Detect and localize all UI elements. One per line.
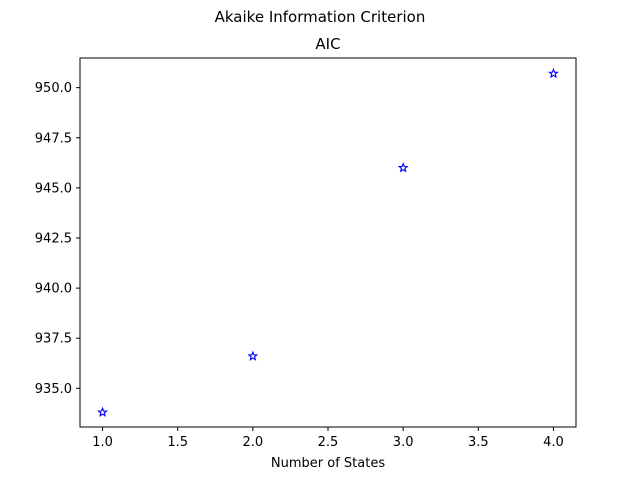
x-tick-label: 2.0 xyxy=(243,435,264,450)
data-point xyxy=(397,162,409,173)
x-axis: 1.0 1.5 2.0 2.5 3.0 3.5 4.0 xyxy=(92,427,564,450)
y-tick-label: 942.5 xyxy=(35,231,72,246)
y-tick-label: 940.0 xyxy=(35,282,72,297)
y-tick-label: 945.0 xyxy=(35,181,72,196)
data-point xyxy=(247,350,259,361)
x-tick-label: 4.0 xyxy=(543,435,564,450)
chart-title: AIC xyxy=(315,35,340,53)
y-tick-label: 947.5 xyxy=(35,131,72,146)
y-tick-label: 950.0 xyxy=(35,81,72,96)
plot-area xyxy=(79,57,577,428)
data-point xyxy=(97,406,108,418)
x-tick-label: 3.0 xyxy=(393,435,414,450)
x-tick-label: 2.5 xyxy=(318,435,339,450)
data-points xyxy=(97,67,559,418)
y-axis: 935.0 937.5 940.0 942.5 945.0 947.5 950.0 xyxy=(35,81,80,397)
chart-suptitle: Akaike Information Criterion xyxy=(215,8,426,26)
x-tick-label: 1.0 xyxy=(92,435,113,450)
y-tick-label: 935.0 xyxy=(35,382,72,397)
data-point xyxy=(548,67,559,79)
x-tick-label: 3.5 xyxy=(468,435,489,450)
x-tick-label: 1.5 xyxy=(167,435,188,450)
y-tick-label: 937.5 xyxy=(35,332,72,347)
x-axis-label: Number of States xyxy=(271,456,385,471)
plot-frame xyxy=(79,57,577,428)
